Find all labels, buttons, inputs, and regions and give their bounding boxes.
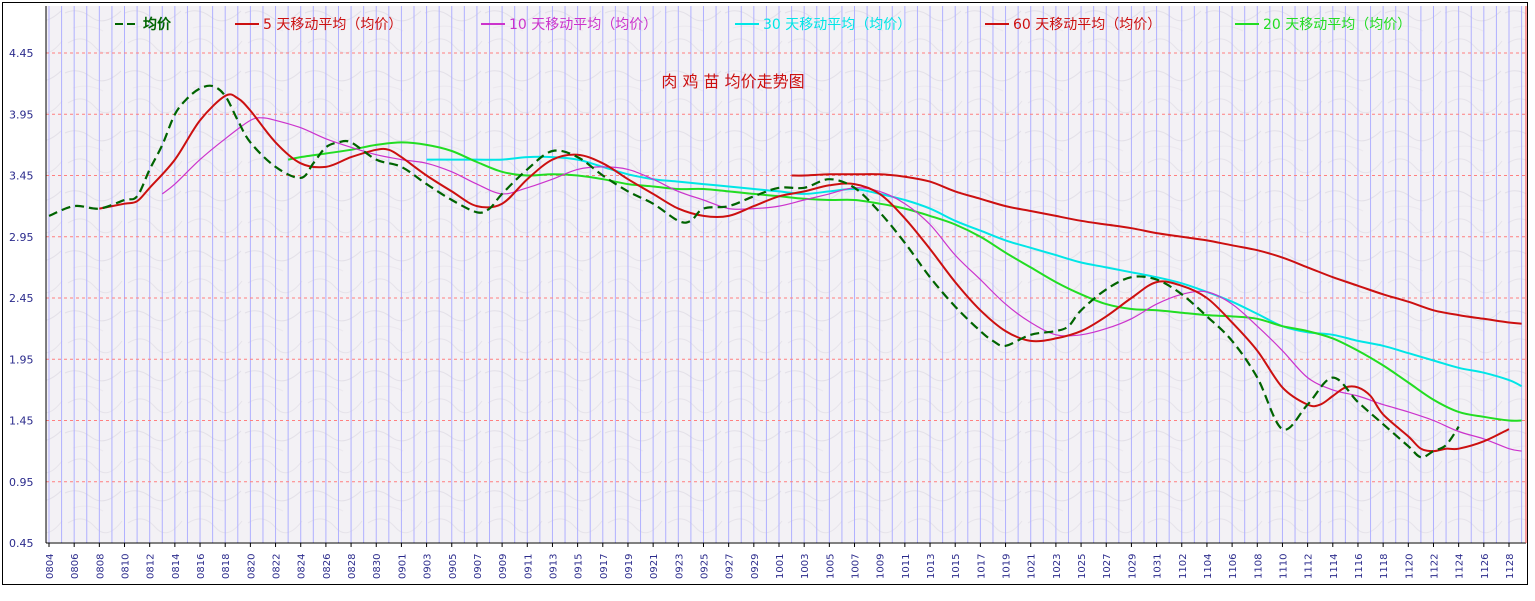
x-tick-label: 1011 [901,554,912,579]
x-tick-label: 1027 [1102,554,1113,579]
legend: 均价 5 天移动平均（均价） 10 天移动平均（均价） 30 天移动平均（均价） 60 … [115,16,1411,33]
x-tick-label: 0820 [246,554,257,579]
x-tick-label: 0826 [322,554,333,579]
x-tick-label: 1108 [1253,554,1264,579]
x-tick-label: 1116 [1354,554,1365,579]
x-tick-label: 1118 [1379,554,1390,579]
x-tick-label: 0919 [624,554,635,579]
series-line-5 [287,141,1522,422]
x-tick-label: 0923 [674,554,685,579]
x-tick-label: 1124 [1455,554,1466,579]
series-line-0 [48,84,1460,459]
x-tick-label: 0804 [45,554,56,579]
y-tick-label: 0.95 [9,476,34,489]
x-tick-label: 1112 [1304,554,1315,579]
x-tick-label: 1128 [1505,554,1516,579]
x-tick-label: 1017 [976,554,987,579]
x-tick-label: 0812 [146,554,157,579]
x-tick-label: 1104 [1203,554,1214,579]
y-tick-label: 3.45 [9,170,34,183]
legend-label: 60 天移动平均（均价） [1013,17,1161,33]
x-tick-label: 1019 [1002,554,1013,579]
x-tick-label: 1029 [1127,554,1138,579]
x-tick-label: 0830 [372,554,383,579]
x-tick-label: 1003 [800,554,811,579]
y-tick-label: 2.45 [9,292,34,305]
x-tick-label: 0929 [750,554,761,579]
legend-label: 20 天移动平均（均价） [1263,17,1411,33]
x-tick-label: 1023 [1052,554,1063,579]
x-tick-label: 0901 [397,554,408,579]
price-trend-chart: 4.45 3.95 3.45 2.95 2.45 1.95 1.45 0.95 0.45 080… [9,6,1527,579]
legend-label: 30 天移动平均（均价） [763,17,911,33]
series-layer [48,84,1523,459]
chart-frame: 4.45 3.95 3.45 2.95 2.45 1.95 1.45 0.95 0.45 080… [2,2,1528,585]
x-tick-label: 0921 [649,554,660,579]
plot-background [46,6,1526,542]
x-tick-label: 0816 [196,554,207,579]
x-tick-label: 0907 [473,554,484,579]
y-axis-ticks: 4.45 3.95 3.45 2.95 2.45 1.95 1.45 0.95 0.45 [9,47,34,550]
y-tick-label: 4.45 [9,47,34,60]
x-tick-label: 1120 [1404,554,1415,579]
x-tick-label: 1031 [1153,554,1164,579]
x-tick-label: 1126 [1480,554,1491,579]
x-tick-label: 0808 [95,554,106,579]
legend-label: 5 天移动平均（均价） [263,17,402,33]
x-tick-label: 1102 [1178,554,1189,579]
x-tick-label: 1001 [775,554,786,579]
x-tick-label: 0927 [725,554,736,579]
chart-title: 肉 鸡 苗 均价走势图 [661,72,804,91]
x-tick-label: 0903 [423,554,434,579]
x-axis-ticks: 0804 0806 0808 0810 0812 0814 0816 0818 0820 0822… [45,543,1516,579]
series-line-2 [161,117,1522,452]
legend-label: 均价 [143,16,172,33]
x-tick-label: 0913 [548,554,559,579]
x-tick-label: 1021 [1027,554,1038,579]
x-tick-label: 1114 [1329,554,1340,579]
x-tick-label: 0911 [523,554,534,579]
x-tick-label: 0806 [70,554,81,579]
x-tick-label: 1110 [1278,554,1289,579]
x-tick-label: 0905 [448,554,459,579]
x-tick-label: 1025 [1077,554,1088,579]
x-tick-label: 0828 [347,554,358,579]
y-tick-label: 3.95 [9,108,34,121]
x-tick-label: 0818 [221,554,232,579]
x-tick-label: 0917 [599,554,610,579]
legend-label: 10 天移动平均（均价） [509,17,657,33]
x-tick-label: 1013 [926,554,937,579]
x-tick-label: 1007 [851,554,862,579]
x-tick-label: 0810 [121,554,132,579]
x-tick-label: 1106 [1228,554,1239,579]
y-tick-label: 1.45 [9,415,34,428]
x-tick-label: 1009 [876,554,887,579]
x-tick-label: 0915 [574,554,585,579]
y-tick-label: 2.95 [9,231,34,244]
y-tick-label: 1.95 [9,353,34,366]
y-tick-label: 0.45 [9,537,34,550]
vertical-gridlines [48,6,1523,543]
x-tick-label: 0909 [498,554,509,579]
x-tick-label: 0814 [171,554,182,579]
series-line-3 [426,155,1523,388]
x-tick-label: 1122 [1429,554,1440,579]
series-line-4 [791,173,1522,325]
x-tick-label: 1005 [825,554,836,579]
x-tick-label: 0822 [272,554,283,579]
x-tick-label: 1015 [951,554,962,579]
x-tick-label: 0824 [297,554,308,579]
x-tick-label: 0925 [699,554,710,579]
series-line-1 [99,93,1510,453]
